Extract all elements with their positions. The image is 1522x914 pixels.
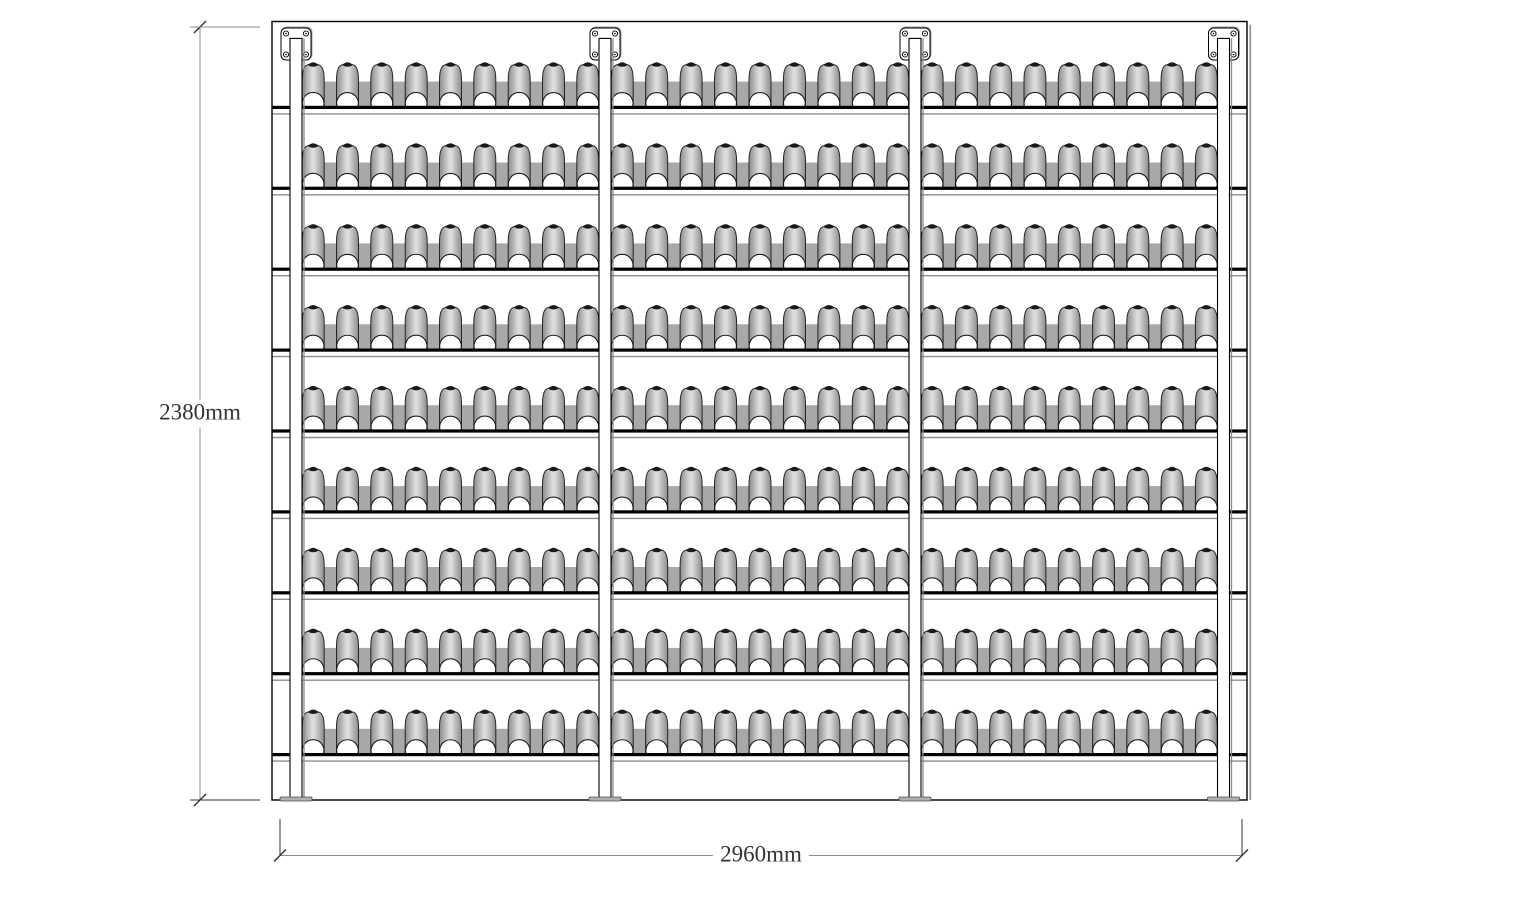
svg-text:2960mm: 2960mm — [720, 842, 802, 867]
svg-text:2380mm: 2380mm — [159, 400, 241, 425]
